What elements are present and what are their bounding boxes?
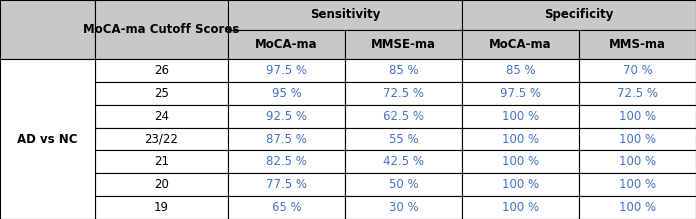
Text: AD vs NC: AD vs NC — [17, 132, 78, 146]
Text: 21: 21 — [154, 155, 169, 168]
Bar — [345, 173, 462, 196]
Text: 20: 20 — [154, 178, 169, 191]
Text: MMSE-ma: MMSE-ma — [371, 38, 436, 51]
Text: 30 %: 30 % — [388, 201, 418, 214]
Text: 100 %: 100 % — [502, 132, 539, 146]
Text: 100 %: 100 % — [502, 201, 539, 214]
Text: 100 %: 100 % — [619, 178, 656, 191]
Bar — [228, 0, 462, 30]
Bar — [95, 82, 228, 105]
Bar — [95, 59, 228, 82]
Text: 97.5 %: 97.5 % — [266, 64, 307, 77]
Bar — [579, 30, 696, 59]
Bar — [95, 196, 228, 219]
Text: 87.5 %: 87.5 % — [266, 132, 307, 146]
Text: 42.5 %: 42.5 % — [383, 155, 424, 168]
Bar — [345, 59, 462, 82]
Bar — [579, 128, 696, 150]
Text: 100 %: 100 % — [619, 110, 656, 123]
Text: 95 %: 95 % — [271, 87, 301, 100]
Bar — [95, 105, 228, 128]
Bar — [95, 0, 228, 59]
Bar — [228, 59, 345, 82]
Text: 100 %: 100 % — [502, 155, 539, 168]
Text: 24: 24 — [154, 110, 169, 123]
Text: Sensitivity: Sensitivity — [310, 8, 380, 21]
Bar — [95, 150, 228, 173]
Text: 100 %: 100 % — [502, 110, 539, 123]
Bar — [0, 59, 95, 219]
Text: MoCA-ma: MoCA-ma — [255, 38, 318, 51]
Bar — [462, 30, 579, 59]
Text: 77.5 %: 77.5 % — [266, 178, 307, 191]
Text: MMS-ma: MMS-ma — [609, 38, 666, 51]
Bar — [579, 150, 696, 173]
Bar — [579, 173, 696, 196]
Bar — [345, 30, 462, 59]
Bar — [579, 196, 696, 219]
Text: 23/22: 23/22 — [145, 132, 178, 146]
Bar — [579, 105, 696, 128]
Text: 26: 26 — [154, 64, 169, 77]
Bar — [462, 0, 696, 30]
Text: 72.5 %: 72.5 % — [617, 87, 658, 100]
Text: Specificity: Specificity — [544, 8, 614, 21]
Bar — [228, 82, 345, 105]
Bar — [462, 128, 579, 150]
Bar — [228, 150, 345, 173]
Text: 82.5 %: 82.5 % — [266, 155, 307, 168]
Text: MoCA-ma Cutoff Scores: MoCA-ma Cutoff Scores — [84, 23, 239, 36]
Text: 100 %: 100 % — [502, 178, 539, 191]
Bar — [0, 0, 95, 59]
Bar — [345, 105, 462, 128]
Text: 19: 19 — [154, 201, 169, 214]
Text: 92.5 %: 92.5 % — [266, 110, 307, 123]
Text: 65 %: 65 % — [271, 201, 301, 214]
Bar — [345, 128, 462, 150]
Text: MoCA-ma: MoCA-ma — [489, 38, 552, 51]
Bar — [228, 30, 345, 59]
Text: 100 %: 100 % — [619, 201, 656, 214]
Bar — [95, 128, 228, 150]
Bar — [228, 196, 345, 219]
Text: 85 %: 85 % — [506, 64, 535, 77]
Text: 85 %: 85 % — [388, 64, 418, 77]
Text: 70 %: 70 % — [623, 64, 652, 77]
Bar — [579, 82, 696, 105]
Bar — [462, 173, 579, 196]
Text: 97.5 %: 97.5 % — [500, 87, 541, 100]
Bar — [228, 173, 345, 196]
Text: 62.5 %: 62.5 % — [383, 110, 424, 123]
Bar — [462, 196, 579, 219]
Bar — [462, 150, 579, 173]
Bar — [345, 150, 462, 173]
Bar — [462, 105, 579, 128]
Text: 72.5 %: 72.5 % — [383, 87, 424, 100]
Text: 50 %: 50 % — [388, 178, 418, 191]
Bar — [228, 105, 345, 128]
Bar — [462, 82, 579, 105]
Bar — [95, 173, 228, 196]
Text: 100 %: 100 % — [619, 155, 656, 168]
Text: 25: 25 — [154, 87, 169, 100]
Text: 100 %: 100 % — [619, 132, 656, 146]
Text: 55 %: 55 % — [388, 132, 418, 146]
Bar — [345, 196, 462, 219]
Bar — [228, 128, 345, 150]
Bar — [345, 82, 462, 105]
Bar — [462, 59, 579, 82]
Bar — [579, 59, 696, 82]
